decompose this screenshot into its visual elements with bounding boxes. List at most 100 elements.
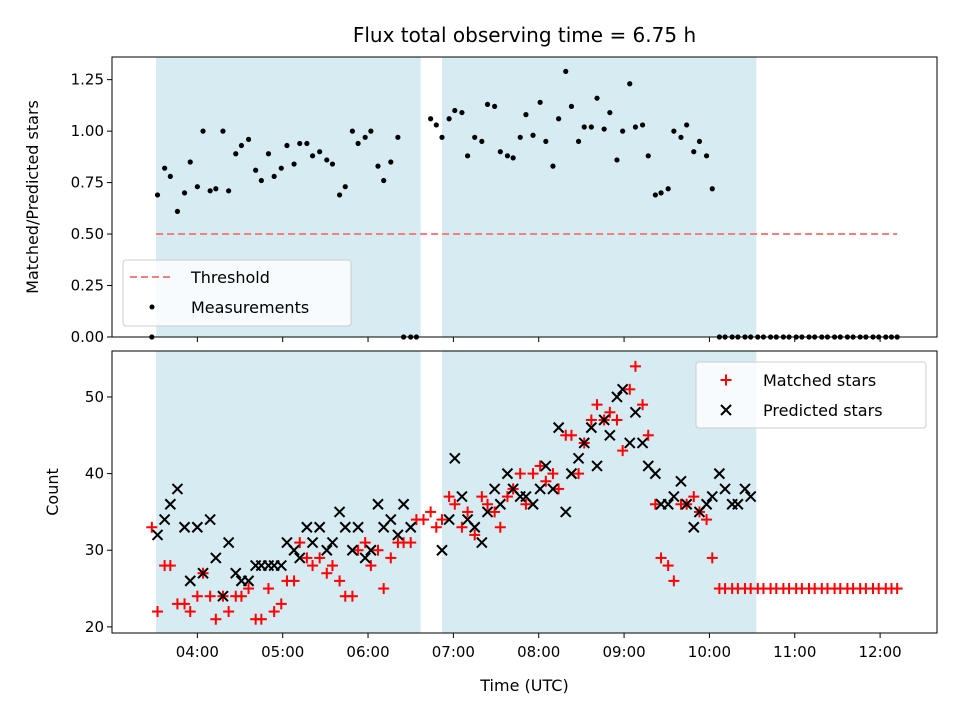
x-stroke (713, 467, 726, 480)
x-stroke (488, 483, 501, 495)
matched-star-point (688, 491, 700, 503)
x-stroke (706, 490, 718, 503)
matched-star-point (494, 521, 506, 533)
measurement-point (537, 99, 543, 105)
matched-star-point (662, 560, 674, 572)
x-stroke (680, 498, 693, 510)
matched-star-point (624, 383, 636, 395)
x-stroke (313, 521, 326, 533)
predicted-legend-marker (720, 404, 732, 416)
measurement-point (200, 128, 206, 134)
measurement-point (517, 134, 523, 140)
y-tick-label: 20 (85, 618, 104, 636)
x-stroke (184, 575, 196, 587)
matched-star-point (520, 498, 532, 510)
y-tick-label: 0.00 (71, 328, 104, 346)
x-stroke (585, 421, 598, 434)
predicted-star-point (636, 437, 649, 449)
measurement-point (568, 103, 575, 110)
count-shaded-spans (156, 351, 757, 633)
count-legend: Matched stars Predicted stars (695, 361, 927, 429)
x-stroke (649, 467, 662, 480)
shaded-span (156, 351, 421, 633)
measurement-point (465, 153, 471, 159)
matched-star-point (469, 529, 481, 541)
measurement-point (639, 122, 646, 128)
matched-star-point (288, 575, 300, 587)
measurement-point (271, 173, 277, 180)
y-tick-label: 1.25 (71, 71, 104, 89)
predicted-star-point (688, 521, 700, 533)
measurement-point (355, 140, 361, 147)
predicted-star-point (713, 467, 726, 480)
measurement-point (504, 153, 511, 159)
count-y-ticks: 20 30 40 50 (85, 388, 112, 636)
x-tick-label: 07:00 (432, 643, 475, 661)
predicted-star-point (397, 498, 410, 510)
x-stroke (668, 490, 680, 503)
predicted-legend-label: Predicted stars (763, 401, 883, 420)
x-stroke (365, 544, 377, 556)
x-stroke (476, 536, 488, 549)
x-stroke (507, 483, 519, 495)
matched-star-point (489, 506, 501, 518)
measurement-point (362, 134, 368, 140)
x-stroke (611, 391, 623, 403)
predicted-star-point (346, 544, 359, 556)
x-stroke (469, 521, 481, 533)
matched-star-point (275, 598, 287, 610)
ratio-y-axis-label: Matched/Predicted stars (23, 100, 42, 294)
chart-title: Flux total observing time = 6.75 h (353, 23, 696, 47)
x-stroke (560, 506, 572, 518)
matched-star-point (307, 560, 319, 572)
x-stroke (552, 421, 565, 434)
x-stroke (739, 483, 751, 495)
predicted-star-point (164, 498, 177, 510)
predicted-star-point (494, 498, 507, 510)
x-tick-label: 04:00 (176, 643, 219, 661)
measurement-point (245, 136, 252, 142)
measurement-point (381, 177, 387, 184)
predicted-star-point (333, 506, 346, 518)
matched-star-point (294, 537, 306, 549)
predicted-star-point (449, 452, 461, 464)
measurement-point (652, 192, 658, 198)
predicted-star-point (680, 498, 693, 510)
predicted-star-point (321, 544, 333, 556)
measurement-point (446, 116, 452, 122)
predicted-star-point (540, 460, 552, 472)
x-stroke (191, 521, 204, 533)
x-stroke (242, 575, 255, 587)
matched-star-point (346, 590, 358, 602)
predicted-star-point (365, 544, 377, 556)
x-stroke (222, 536, 235, 549)
predicted-star-point (301, 521, 313, 533)
predicted-star-point (706, 490, 718, 503)
matched-star-point (204, 590, 216, 602)
x-stroke (598, 414, 610, 426)
count-y-axis-label: Count (43, 468, 62, 516)
x-stroke (306, 536, 319, 549)
x-stroke (436, 544, 448, 556)
predicted-star-point (275, 559, 287, 572)
x-stroke (572, 452, 585, 464)
x-stroke (720, 404, 732, 416)
predicted-star-point (591, 460, 603, 472)
matched-stars-series (146, 360, 903, 625)
measurement-point (709, 186, 715, 192)
x-stroke (372, 498, 384, 510)
measurement-point (556, 116, 562, 122)
measurement-point (523, 112, 529, 118)
x-stroke (636, 437, 649, 449)
measurement-point (665, 186, 671, 192)
matched-star-point (637, 399, 649, 411)
y-tick-label: 30 (85, 541, 104, 559)
x-stroke (217, 590, 229, 602)
matched-star-point (534, 460, 546, 472)
matched-star-point (268, 606, 280, 618)
measurement-point (484, 101, 491, 107)
x-stroke (301, 521, 313, 533)
measurement-point (614, 157, 620, 163)
predicted-star-point (372, 498, 384, 510)
predicted-stars-series (151, 383, 757, 602)
